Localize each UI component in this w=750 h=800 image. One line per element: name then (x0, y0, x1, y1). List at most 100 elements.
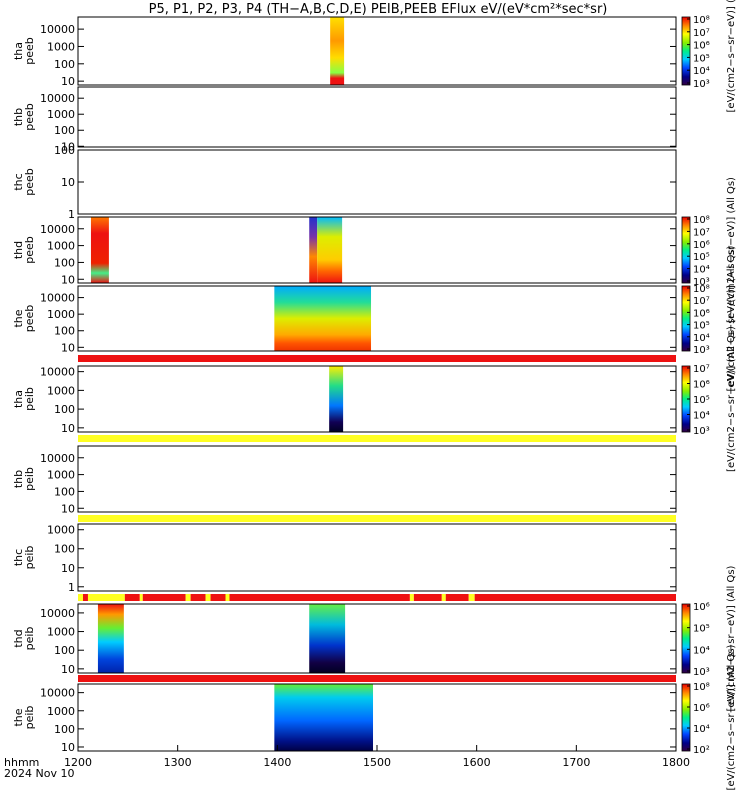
quality-flag-segment-thc_peib-9 (210, 594, 226, 601)
colorbar-tick-label-the_peeb: 10⁵ (693, 321, 710, 332)
panel-ylabel-thd_peeb: thdpeeb (12, 236, 36, 264)
quality-flag-segment-thc_peib-6 (185, 594, 191, 601)
y-tick-label-thb_peeb: 1000 (47, 108, 75, 121)
y-tick-label-thd_peib: 10000 (40, 607, 75, 620)
colorbar-label-thd_peeb: [eV/(cm2−s−sr−eV)] (All Qs) (726, 177, 737, 323)
y-tick-label-thd_peib: 1000 (47, 626, 75, 639)
colorbar-label-the_peeb: [eV/(cm2−s−sr−eV)] (All Qs) (726, 245, 737, 391)
x-tick-label: 1700 (562, 756, 590, 769)
spectrogram-block-tha_peib-0 (329, 366, 344, 432)
panel-ylabel-probe-thd_peib: thd (12, 629, 25, 647)
quality-flag-segment-thc_peib-2 (87, 594, 125, 601)
y-tick-label-the_peeb: 10 (61, 341, 75, 354)
colorbar-tick-label-tha_peib: 10⁶ (693, 380, 710, 391)
y-tick-label-thd_peeb: 10 (61, 273, 75, 286)
panel-ylabel-product-thc_peib: peib (23, 546, 36, 570)
x-tick-label: 1600 (463, 756, 491, 769)
panel-ylabel-probe-the_peeb: the (12, 309, 25, 327)
y-tick-label-tha_peib: 1000 (47, 384, 75, 397)
y-tick-label-tha_peib: 10 (61, 422, 75, 435)
quality-flag-segment-thc_peib-10 (225, 594, 230, 601)
y-tick-label-thd_peeb: 100 (54, 256, 75, 269)
x-caption-line1: hhmm (4, 756, 39, 769)
panel-frame-thc_peeb (77, 149, 677, 215)
panel-ylabel-the_peib: thepeib (12, 706, 36, 730)
y-tick-label-thc_peeb: 10 (61, 176, 75, 189)
colorbar-tick-label-thd_peib: 10⁶ (693, 602, 710, 613)
quality-flag-segment-thc_peib-7 (190, 594, 206, 601)
panel-frame-tha_peeb (77, 16, 677, 86)
colorbar-tick-label-tha_peib: 10³ (693, 426, 710, 437)
y-tick-label-thb_peeb: 10000 (40, 92, 75, 105)
colorbar-tick-label-thd_peeb: 10⁷ (693, 227, 710, 238)
quality-flag-segment-the_peeb-0 (78, 355, 676, 362)
quality-flag-segment-thb_peib-0 (78, 515, 676, 522)
spectrogram-block-thd_peeb-2 (317, 217, 343, 283)
y-tick-label-thb_peeb: 100 (54, 124, 75, 137)
x-tick-label: 1400 (263, 756, 291, 769)
quality-flag-segment-thd_peib-0 (78, 675, 676, 682)
panel-ylabel-probe-thb_peib: thb (12, 470, 25, 488)
y-tick-label-tha_peeb: 1000 (47, 40, 75, 53)
colorbar-label-tha_peeb: [eV/(cm2−s−sr−eV)] (Al (726, 0, 737, 112)
panel-ylabel-product-thb_peeb: peeb (23, 103, 36, 131)
colorbar-tick-label-thd_peeb: 10⁴ (693, 265, 710, 276)
panel-ylabel-probe-the_peib: the (12, 708, 25, 726)
y-tick-label-thc_peib: 1000 (47, 524, 75, 537)
colorbar-label-the_peib: [eV/(cm2−s−sr−eV)] (All Qs) (726, 644, 737, 790)
panel-frame-the_peeb (77, 285, 677, 352)
colorbar-tick-label-tha_peib: 10⁷ (693, 364, 710, 375)
colorbar-tick-label-the_peeb: 10³ (693, 345, 710, 356)
quality-flag-segment-thc_peib-12 (409, 594, 414, 601)
spectrogram-block-thd_peeb-1 (309, 217, 318, 283)
colorbar-tick-label-the_peeb: 10⁸ (693, 284, 710, 295)
x-caption-line2: 2024 Nov 10 (4, 767, 74, 780)
quality-flag-segment-thc_peib-8 (205, 594, 211, 601)
quality-flag-segment-thc_peib-0 (78, 594, 83, 601)
panel-ylabel-thc_peib: thcpeib (12, 546, 36, 570)
quality-flag-segment-thc_peib-17 (474, 594, 676, 601)
panel-frame-thd_peeb (77, 216, 677, 284)
y-tick-label-thb_peib: 10 (61, 502, 75, 515)
y-tick-label-thd_peib: 100 (54, 644, 75, 657)
spectrogram-block-the_peib-0 (274, 684, 374, 751)
y-tick-label-thb_peeb: 10 (61, 140, 75, 153)
quality-flag-segment-thc_peib-1 (82, 594, 88, 601)
spectrogram-block-thd_peeb-0 (90, 217, 109, 283)
spectrogram-block-thd_peib-0 (97, 604, 124, 673)
quality-flag-segment-thc_peib-13 (413, 594, 442, 601)
panel-frame-thb_peeb (77, 86, 677, 148)
y-tick-label-thd_peeb: 1000 (47, 240, 75, 253)
x-tick-label: 1300 (164, 756, 192, 769)
panel-ylabel-product-thd_peib: peib (23, 627, 36, 651)
y-tick-label-thc_peib: 100 (54, 543, 75, 556)
panel-ylabel-probe-thd_peeb: thd (12, 241, 25, 259)
panel-ylabel-probe-thc_peeb: thc (12, 173, 25, 190)
colorbar-tick-label-tha_peeb: 10³ (693, 79, 710, 90)
y-tick-label-the_peeb: 100 (54, 325, 75, 338)
panel-ylabel-thd_peib: thdpeib (12, 627, 36, 651)
colorbar-the_peib (681, 683, 691, 752)
x-tick-label: 1800 (662, 756, 690, 769)
panel-frame-thb_peib (77, 445, 677, 513)
y-tick-label-the_peeb: 1000 (47, 308, 75, 321)
y-tick-label-thc_peib: 1 (68, 581, 75, 594)
panel-frame-the_peib (77, 683, 677, 752)
y-tick-label-thc_peib: 10 (61, 562, 75, 575)
panel-ylabel-probe-tha_peib: tha (12, 390, 25, 408)
panel-ylabel-tha_peeb: thapeeb (12, 37, 36, 65)
y-tick-label-the_peib: 10 (61, 741, 75, 754)
colorbar-tick-label-thd_peeb: 10⁸ (693, 215, 710, 226)
y-tick-label-thd_peib: 10 (61, 663, 75, 676)
y-tick-label-thc_peeb: 1 (68, 208, 75, 221)
figure-title: P5, P1, P2, P3, P4 (TH−A,B,C,D,E) PEIB,P… (149, 2, 608, 17)
y-tick-label-thd_peeb: 10000 (40, 223, 75, 236)
quality-flag-segment-thc_peib-4 (139, 594, 143, 601)
panel-frame-thd_peib (77, 603, 677, 674)
panel-ylabel-product-thd_peeb: peeb (23, 236, 36, 264)
quality-flag-segment-thc_peib-3 (124, 594, 140, 601)
panel-ylabel-product-the_peeb: peeb (23, 305, 36, 333)
colorbar-tick-label-the_peeb: 10⁶ (693, 308, 710, 319)
panel-frame-tha_peib (77, 365, 677, 433)
